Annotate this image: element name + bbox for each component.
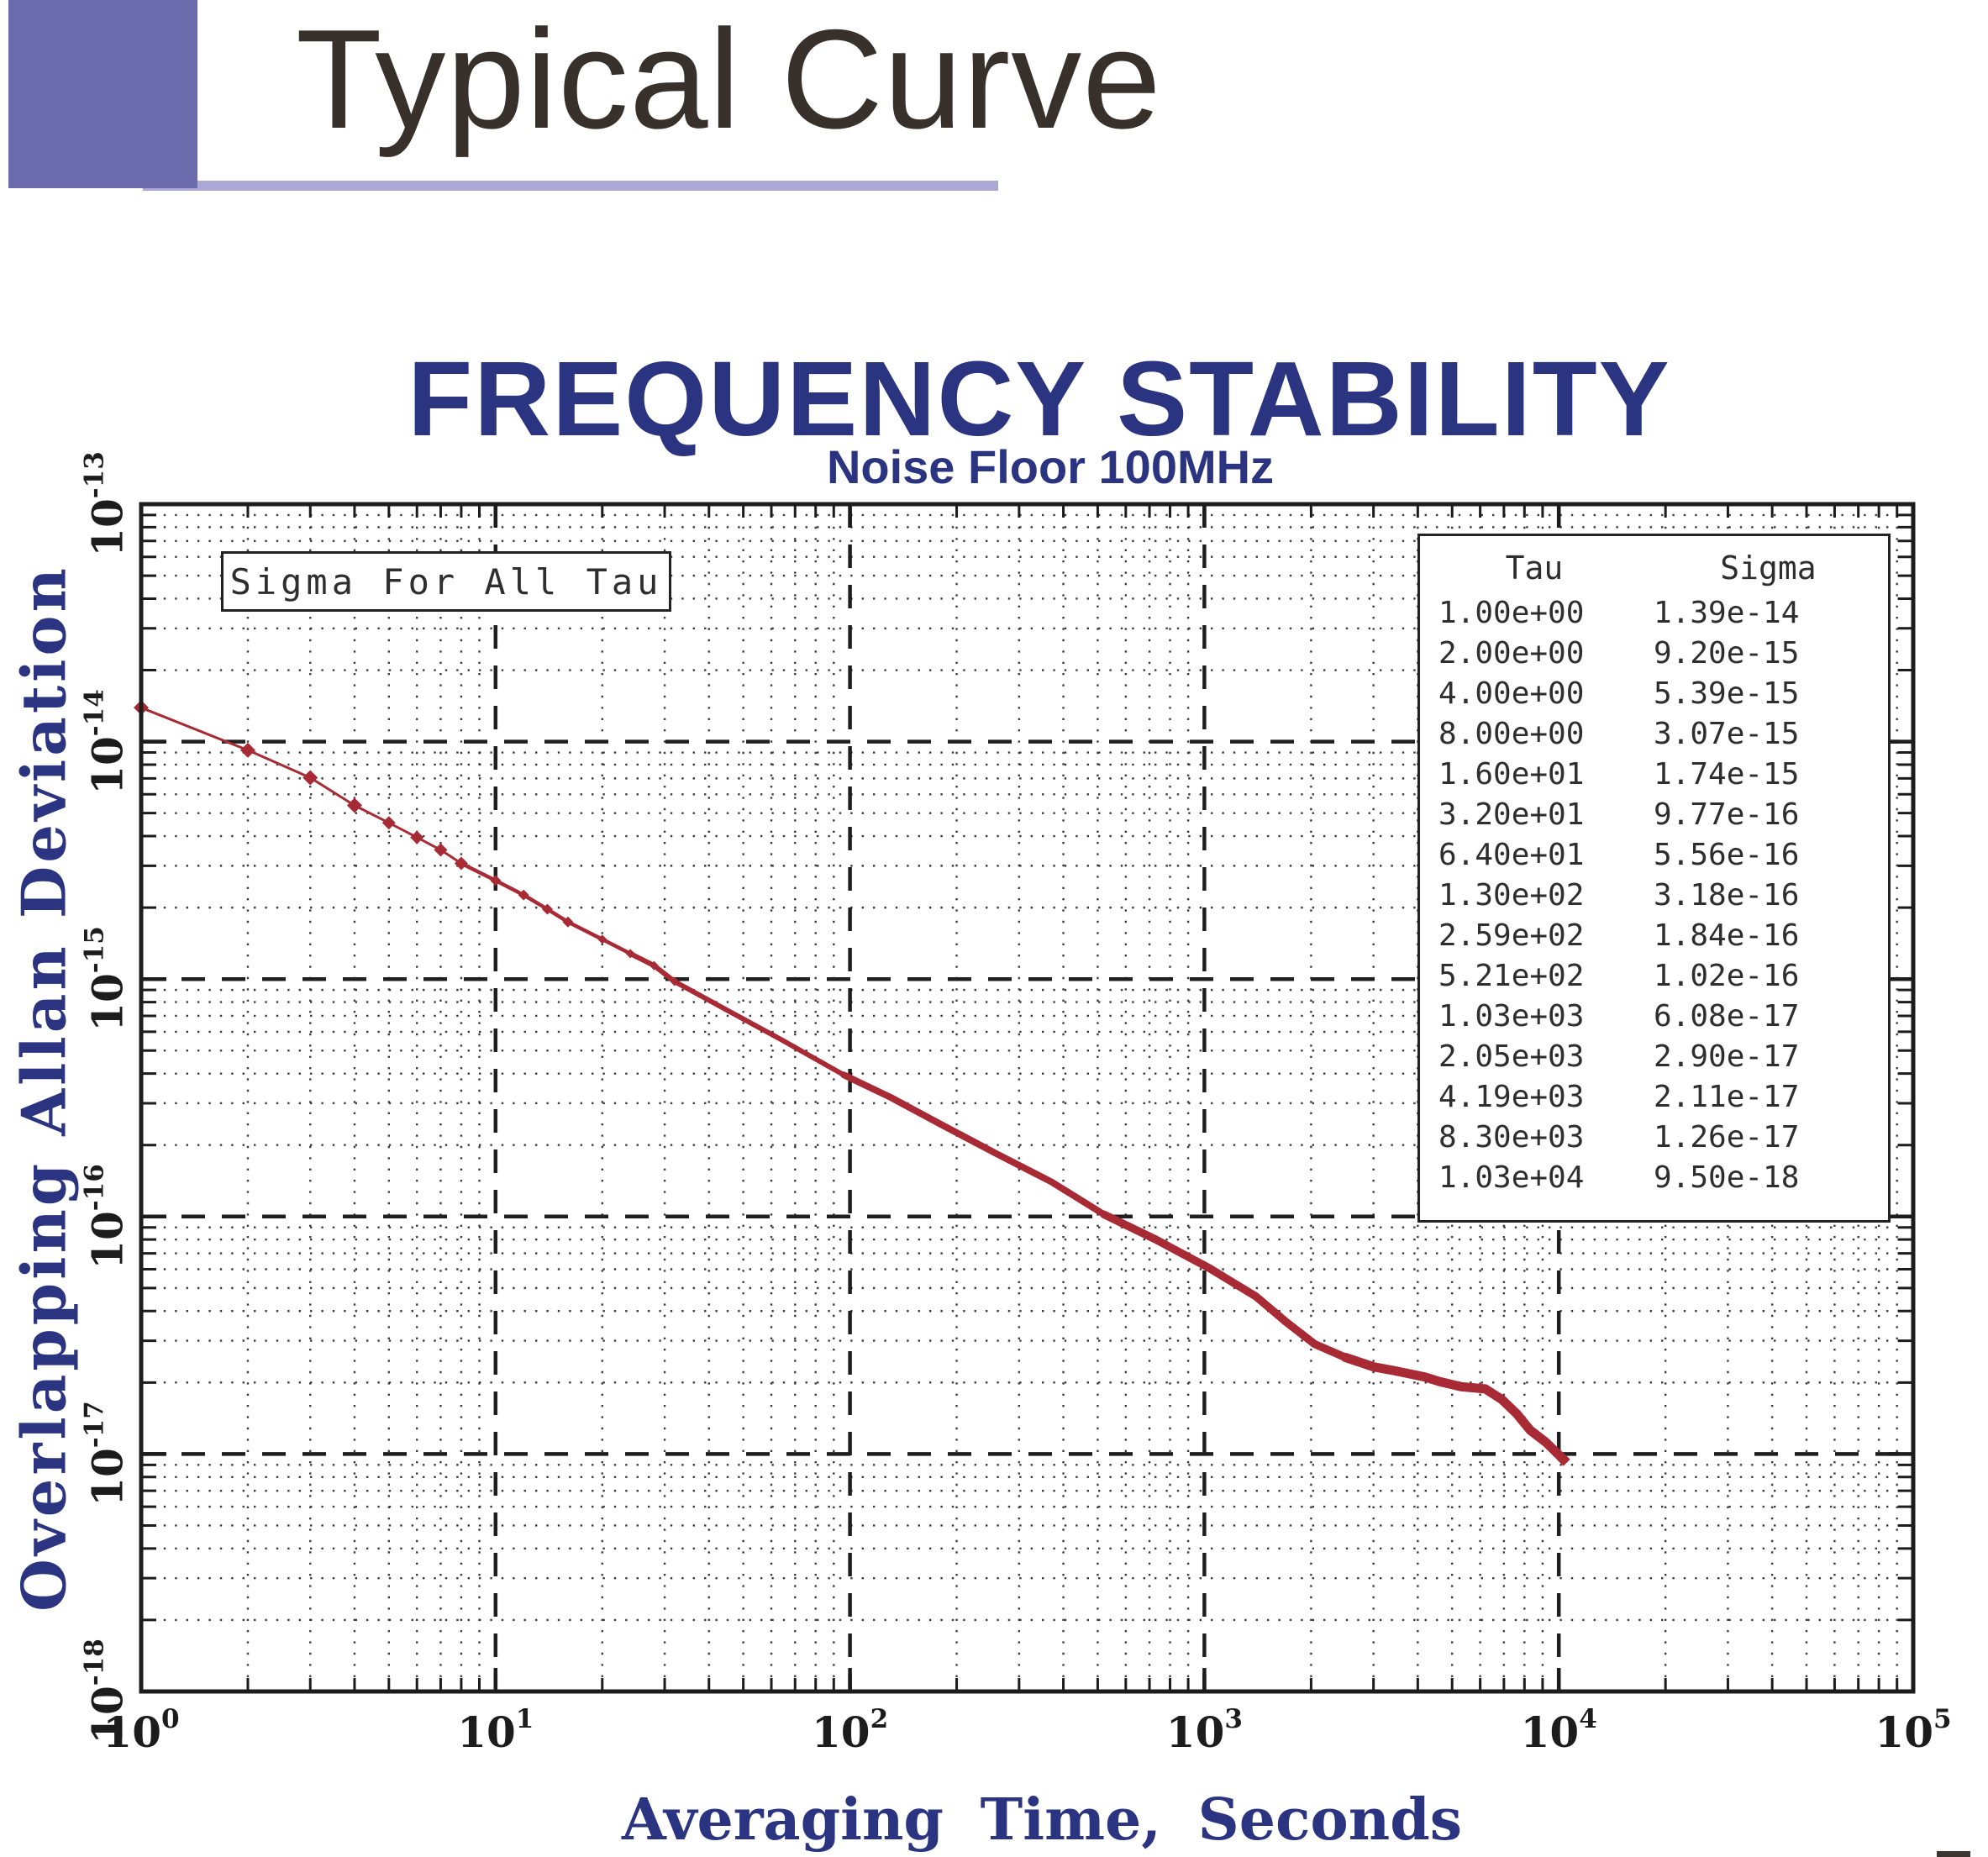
x-tick-label: 100 xyxy=(103,1703,180,1757)
data-point-marker xyxy=(1556,1452,1570,1466)
data-point-marker xyxy=(239,742,255,758)
chart-subtitle: Noise Floor 100MHz xyxy=(826,440,1275,493)
sigma-value: 1.74e-15 xyxy=(1654,757,1800,792)
data-point-marker xyxy=(346,797,362,813)
sigma-value: 2.11e-17 xyxy=(1654,1080,1800,1114)
data-point-marker xyxy=(490,875,502,886)
table-row: 5.21e+02 1.02e-16 xyxy=(1420,956,1888,997)
tau-sigma-table: Tau Sigma 1.00e+00 1.39e-14 2.00e+00 9.20e-15… xyxy=(1417,534,1891,1223)
data-point-marker xyxy=(649,960,659,971)
table-header-tau: Tau xyxy=(1505,550,1564,587)
chart-title: FREQUENCY STABILITY xyxy=(408,339,1671,458)
table-row: 2.05e+03 2.90e-17 xyxy=(1420,1037,1888,1077)
table-row: 4.00e+00 5.39e-15 xyxy=(1420,674,1888,714)
sigma-annotation-box: Sigma For All Tau xyxy=(221,551,671,612)
y-tick-label: 10-18 xyxy=(79,1639,133,1744)
sigma-value: 5.39e-15 xyxy=(1654,676,1800,711)
allan-deviation-curve xyxy=(840,1071,1107,1218)
sigma-value: 3.07e-15 xyxy=(1654,717,1800,751)
allan-deviation-curve xyxy=(1100,1210,1350,1362)
x-tick-label: 105 xyxy=(1875,1703,1952,1757)
tau-value: 8.00e+00 xyxy=(1438,717,1585,751)
table-row: 2.59e+02 1.84e-16 xyxy=(1420,916,1888,956)
table-row: 1.60e+01 1.74e-15 xyxy=(1420,755,1888,795)
x-tick-label: 104 xyxy=(1520,1703,1597,1757)
slide-title: Typical Curve xyxy=(296,0,1162,158)
table-row: 1.30e+02 3.18e-16 xyxy=(1420,876,1888,916)
cutoff-text-fragment xyxy=(1937,1851,1970,1857)
sigma-value: 1.39e-14 xyxy=(1654,596,1800,630)
tau-value: 4.19e+03 xyxy=(1438,1080,1585,1114)
y-tick-label: 10-17 xyxy=(79,1401,133,1507)
table-row: 1.00e+00 1.39e-14 xyxy=(1420,593,1888,634)
tau-value: 3.20e+01 xyxy=(1438,797,1585,832)
y-axis-title: Overlapping Allan Deviation xyxy=(8,565,80,1612)
table-header-row: Tau Sigma xyxy=(1420,548,1888,588)
tau-value: 2.00e+00 xyxy=(1438,636,1585,671)
sigma-value: 9.50e-18 xyxy=(1654,1160,1800,1195)
tau-value: 1.30e+02 xyxy=(1438,878,1585,913)
data-point-marker xyxy=(562,916,574,928)
tau-value: 8.30e+03 xyxy=(1438,1120,1585,1155)
tau-value: 4.00e+00 xyxy=(1438,676,1585,711)
sigma-value: 1.84e-16 xyxy=(1654,918,1800,953)
sigma-value: 3.18e-16 xyxy=(1654,878,1800,913)
data-point-marker xyxy=(625,949,635,959)
sigma-value: 1.02e-16 xyxy=(1654,959,1800,993)
table-row: 1.03e+03 6.08e-17 xyxy=(1420,997,1888,1037)
data-point-marker xyxy=(434,843,448,857)
table-row: 6.40e+01 5.56e-16 xyxy=(1420,835,1888,876)
sigma-value: 1.26e-17 xyxy=(1654,1120,1800,1155)
allan-deviation-curve xyxy=(1340,1353,1569,1465)
tau-value: 5.21e+02 xyxy=(1438,959,1585,993)
tau-value: 6.40e+01 xyxy=(1438,838,1585,872)
data-point-marker xyxy=(541,903,553,915)
table-row: 1.03e+04 9.50e-18 xyxy=(1420,1158,1888,1198)
table-row: 4.19e+03 2.11e-17 xyxy=(1420,1077,1888,1118)
accent-block xyxy=(8,0,197,188)
table-row: 3.20e+01 9.77e-16 xyxy=(1420,795,1888,835)
tau-value: 1.03e+04 xyxy=(1438,1160,1585,1195)
table-header-sigma: Sigma xyxy=(1720,550,1817,587)
sigma-value: 9.77e-16 xyxy=(1654,797,1800,832)
data-point-marker xyxy=(597,934,607,944)
tau-value: 2.59e+02 xyxy=(1438,918,1585,953)
data-point-marker xyxy=(381,816,396,830)
sigma-value: 2.90e-17 xyxy=(1654,1039,1800,1074)
title-underline-bar xyxy=(143,181,998,191)
sigma-value: 5.56e-16 xyxy=(1654,838,1800,872)
x-tick-label: 101 xyxy=(457,1703,534,1757)
y-tick-label: 10-14 xyxy=(79,688,133,795)
allan-deviation-curve xyxy=(628,950,847,1078)
table-row: 8.00e+00 3.07e-15 xyxy=(1420,714,1888,755)
data-point-marker xyxy=(410,830,424,844)
table-row: 8.30e+03 1.26e-17 xyxy=(1420,1118,1888,1158)
y-tick-label: 10-16 xyxy=(79,1163,133,1270)
sigma-annotation-label: Sigma For All Tau xyxy=(229,560,663,602)
data-point-marker xyxy=(670,976,680,986)
tau-value: 1.60e+01 xyxy=(1438,757,1585,792)
x-axis-title: Averaging Time, Seconds xyxy=(621,1786,1463,1854)
sigma-value: 9.20e-15 xyxy=(1654,636,1800,671)
tau-value: 1.00e+00 xyxy=(1438,596,1585,630)
tau-value: 2.05e+03 xyxy=(1438,1039,1585,1074)
tau-value: 1.03e+03 xyxy=(1438,999,1585,1034)
plot-border xyxy=(139,502,1916,1694)
y-tick-label: 10-13 xyxy=(79,451,133,557)
data-point-marker xyxy=(518,889,529,901)
x-tick-label: 102 xyxy=(812,1703,889,1757)
x-tick-label: 103 xyxy=(1165,1703,1243,1757)
sigma-value: 6.08e-17 xyxy=(1654,999,1800,1034)
data-point-marker xyxy=(454,856,468,871)
data-point-marker xyxy=(302,770,318,786)
y-tick-label: 10-15 xyxy=(79,926,133,1032)
table-row: 2.00e+00 9.20e-15 xyxy=(1420,634,1888,674)
